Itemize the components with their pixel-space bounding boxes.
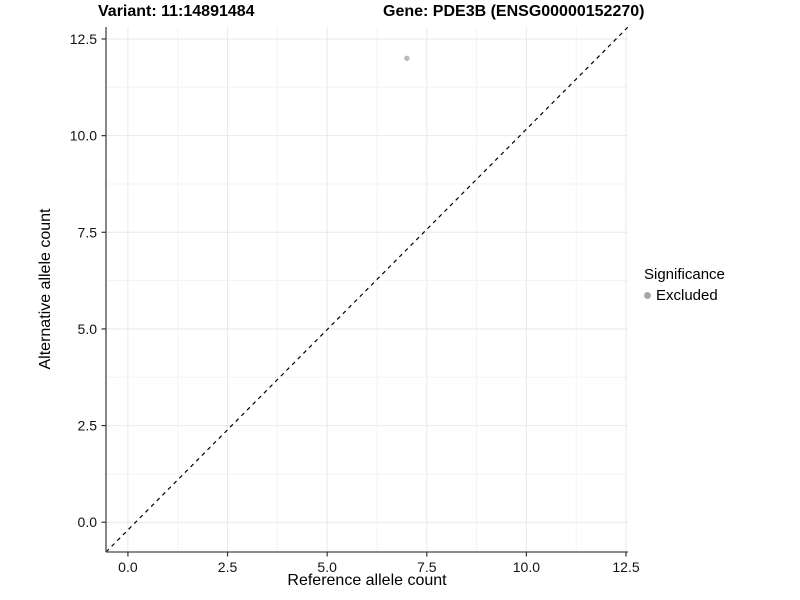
y-tick-label: 12.5 [70,31,97,47]
legend-item-label: Excluded [656,287,718,304]
x-tick-label: 7.5 [417,559,437,575]
x-tick-label: 10.0 [513,559,540,575]
x-tick-label: 0.0 [118,559,138,575]
legend-item-excluded: Excluded [644,287,725,304]
plot-title-gene: Gene: PDE3B (ENSG00000152270) [383,3,645,20]
identity-reference-line [105,26,629,553]
y-axis-title: Alternative allele count [37,208,54,370]
plot-title-variant: Variant: 11:14891484 [98,3,255,20]
x-tick-label: 12.5 [612,559,639,575]
legend-title: Significance [644,266,725,283]
y-tick-label: 7.5 [78,224,98,240]
y-tick-label: 2.5 [78,418,98,434]
legend: Significance Excluded [644,266,725,304]
y-tick-label: 0.0 [78,514,98,530]
x-tick-label: 5.0 [317,559,337,575]
y-tick-label: 10.0 [70,128,97,144]
data-point [404,55,410,62]
legend-point-icon [644,292,651,299]
x-tick-label: 2.5 [218,559,238,575]
y-tick-label: 5.0 [78,321,98,337]
x-axis-title: Reference allele count [287,572,447,589]
